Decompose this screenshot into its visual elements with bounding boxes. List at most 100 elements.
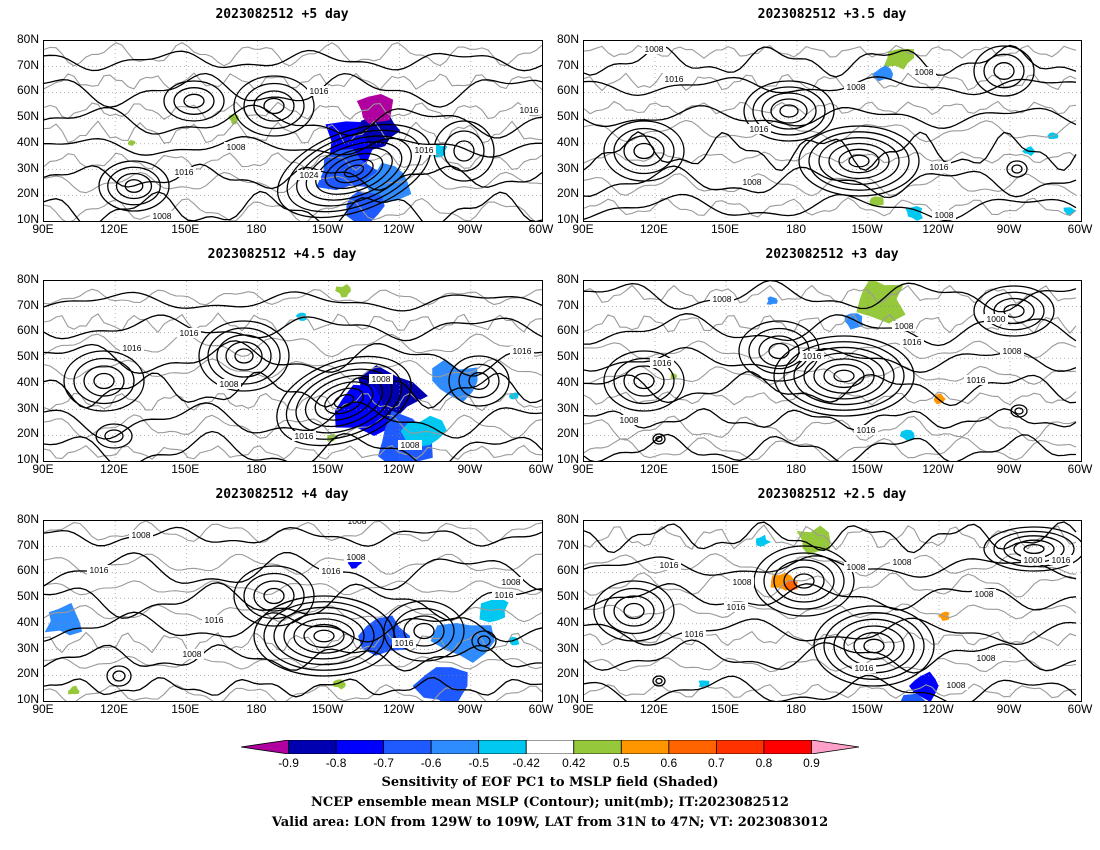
mslp-contour bbox=[993, 62, 1015, 80]
mslp-contour bbox=[763, 552, 845, 610]
lon-tick-label: 150W bbox=[851, 462, 883, 476]
lon-tick-label: 150E bbox=[710, 462, 740, 476]
contour-label: 1016 bbox=[682, 629, 706, 639]
mslp-contour bbox=[833, 369, 855, 383]
svg-text:1016: 1016 bbox=[520, 105, 539, 115]
mslp-contour bbox=[655, 435, 663, 443]
colorbar-segment bbox=[668, 740, 717, 754]
mslp-contour bbox=[584, 165, 1077, 199]
mslp-contour bbox=[283, 612, 365, 660]
svg-text:1016: 1016 bbox=[415, 145, 434, 155]
lon-tick-label: 150W bbox=[851, 702, 883, 716]
panel-plus4-5day: 2023082512 +4.5 day bbox=[0, 240, 550, 480]
mslp-contour bbox=[253, 595, 395, 677]
contour-label: 1016 bbox=[177, 328, 201, 338]
sensitivity-shading bbox=[412, 667, 468, 701]
mslp-contour bbox=[1010, 404, 1028, 418]
svg-text:1008: 1008 bbox=[220, 379, 239, 389]
lon-tick-label: 60W bbox=[528, 702, 554, 716]
lon-tick-label: 150E bbox=[710, 702, 740, 716]
lon-tick-label: 180 bbox=[246, 702, 267, 716]
coastline bbox=[584, 365, 1077, 385]
lon-tick-label: 90E bbox=[572, 222, 594, 236]
mslp-contour bbox=[584, 639, 1077, 674]
mslp-contour bbox=[823, 363, 865, 389]
colorbar-segment bbox=[478, 740, 527, 754]
lat-tick-label: 10N bbox=[16, 452, 39, 466]
sensitivity-shading bbox=[68, 685, 80, 695]
coastline bbox=[44, 72, 542, 91]
colorbar-segment bbox=[525, 740, 575, 754]
coastline bbox=[584, 415, 1077, 442]
mslp-contour bbox=[584, 521, 1077, 554]
panel-title: 2023082512 +4 day bbox=[215, 487, 349, 502]
coastline bbox=[44, 630, 542, 654]
mslp-contour bbox=[770, 98, 808, 124]
lat-tick-label: 20N bbox=[16, 666, 39, 681]
contour-label: 1008 bbox=[730, 577, 754, 587]
sensitivity-shading bbox=[430, 623, 495, 663]
coastline bbox=[44, 553, 542, 575]
panel-plus3-5day: 2023082512 +3.5 day bbox=[540, 0, 1100, 240]
svg-text:1016: 1016 bbox=[205, 615, 224, 625]
contour-label: 1016 bbox=[292, 431, 316, 441]
mslp-contour bbox=[233, 75, 315, 137]
mslp-contour bbox=[106, 665, 132, 687]
lon-tick-label: 120E bbox=[100, 462, 129, 476]
mslp-contour bbox=[263, 97, 285, 115]
contour-label: 1008 bbox=[180, 649, 204, 659]
svg-text:1016: 1016 bbox=[967, 375, 986, 385]
contour-label: 1016 bbox=[120, 343, 144, 353]
mslp-contour bbox=[333, 393, 355, 409]
svg-text:1008: 1008 bbox=[347, 552, 366, 562]
panel-plus5day: 2023082512 +5 day bbox=[0, 0, 550, 240]
svg-text:1016: 1016 bbox=[90, 565, 109, 575]
contour-label: 1016 bbox=[307, 86, 331, 96]
svg-text:1008: 1008 bbox=[977, 653, 996, 663]
mslp-contour bbox=[107, 166, 161, 206]
mslp-contour bbox=[743, 80, 835, 142]
mslp-contour bbox=[1014, 407, 1024, 415]
lon-tick-label: 150E bbox=[171, 222, 200, 236]
contour-label: 1016 bbox=[392, 638, 416, 648]
mslp-contour bbox=[73, 357, 135, 405]
contour-label: 1016 bbox=[1049, 555, 1073, 565]
svg-text:1008: 1008 bbox=[372, 374, 391, 384]
contour-label: 1008 bbox=[224, 142, 248, 152]
lon-tick-label: 120W bbox=[383, 222, 415, 236]
svg-text:1008: 1008 bbox=[935, 210, 954, 220]
mslp-contour bbox=[1006, 160, 1028, 178]
lon-tick-label: 150W bbox=[311, 702, 344, 716]
contour-label: 1016 bbox=[657, 560, 681, 570]
panel-title: 2023082512 +3 day bbox=[765, 247, 899, 262]
mslp-contour bbox=[44, 104, 542, 139]
mslp-contour bbox=[803, 352, 885, 400]
sensitivity-shading bbox=[698, 680, 710, 688]
lat-tick-label: 40N bbox=[556, 374, 579, 389]
lon-tick-label: 120W bbox=[383, 462, 415, 476]
lat-tick-label: 10N bbox=[556, 692, 579, 706]
mslp-contour bbox=[293, 618, 355, 654]
mslp-contour bbox=[315, 147, 393, 195]
colorbar-segment bbox=[811, 740, 859, 754]
map-plot: 1008 1016 1008 1008 1016 1016 1008 1008 bbox=[584, 41, 1081, 221]
lon-tick-label: 90W bbox=[457, 702, 483, 716]
lat-tick-label: 70N bbox=[16, 297, 39, 312]
lon-tick-label: 90W bbox=[996, 702, 1022, 716]
colorbar-segment bbox=[620, 740, 670, 754]
coastline bbox=[584, 313, 1077, 334]
mslp-contour bbox=[1023, 543, 1045, 555]
coastline bbox=[584, 524, 1077, 551]
mslp-contour bbox=[243, 572, 305, 620]
svg-text:1008: 1008 bbox=[502, 577, 521, 587]
contour-label: 1008 bbox=[932, 210, 956, 220]
lat-tick-label: 30N bbox=[16, 160, 39, 175]
lon-tick-label: 90W bbox=[996, 462, 1022, 476]
sensitivity-shading bbox=[335, 284, 352, 298]
contour-label: 1008 bbox=[344, 552, 368, 562]
sensitivity-shading bbox=[356, 94, 394, 124]
contour-label: 1024 bbox=[297, 170, 321, 180]
svg-text:1008: 1008 bbox=[847, 562, 866, 572]
mslp-contour bbox=[243, 82, 305, 130]
lon-tick-label: 60W bbox=[528, 462, 554, 476]
